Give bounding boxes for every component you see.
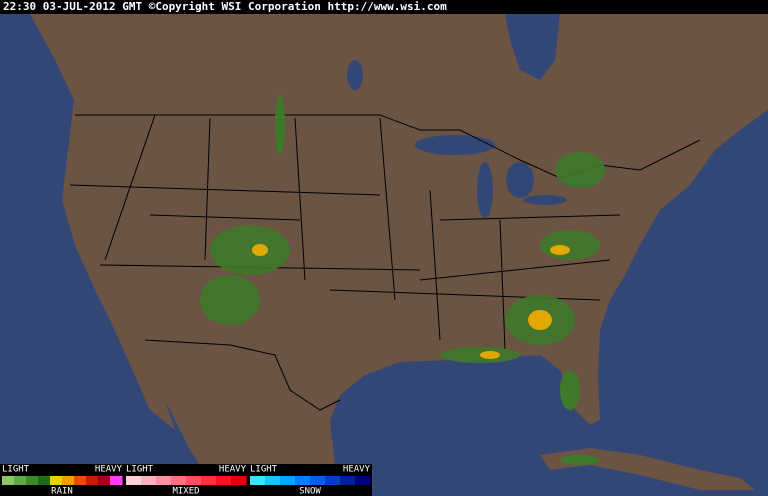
legend-light: LIGHT (250, 465, 278, 475)
legend-swatch (38, 476, 51, 485)
echo (275, 95, 285, 155)
state-line (149, 214, 301, 221)
echo-heavy (480, 351, 500, 359)
echo-heavy (550, 245, 570, 255)
echo (560, 370, 580, 410)
legend-swatch (74, 476, 87, 485)
land (30, 14, 768, 496)
echo (555, 152, 605, 188)
legend-light: LIGHT (126, 465, 154, 475)
legend-swatch (310, 476, 326, 485)
legend-swatch (201, 476, 217, 485)
legend-swatch (156, 476, 172, 485)
legend-light: LIGHT (2, 465, 30, 475)
header-text: 22:30 03-JUL-2012 GMT ©Copyright WSI Cor… (3, 0, 447, 13)
legend-name: RAIN (51, 487, 73, 496)
legend-swatch (340, 476, 356, 485)
echo-heavy (528, 310, 552, 330)
legend-swatch (86, 476, 99, 485)
echo (200, 275, 260, 325)
state-line (439, 214, 621, 221)
legend-swatch (98, 476, 111, 485)
state-line (104, 114, 156, 261)
legend-swatch (265, 476, 281, 485)
legend-swatch (355, 476, 371, 485)
lake-michigan (477, 162, 493, 218)
hudson-bay (505, 14, 560, 80)
legend-heavy: HEAVY (219, 465, 247, 475)
legend-swatch (62, 476, 75, 485)
legend-swatch (26, 476, 39, 485)
legend-swatch (250, 476, 266, 485)
legend-swatch (231, 476, 247, 485)
state-line (69, 184, 381, 196)
legend-swatch (280, 476, 296, 485)
legend-swatch (2, 476, 15, 485)
radar-echoes (200, 95, 605, 465)
state-line (419, 259, 611, 281)
lake-erie (523, 195, 567, 205)
state-line (429, 189, 441, 341)
legend-swatch (325, 476, 341, 485)
legend-name: SNOW (299, 487, 321, 496)
borders (69, 114, 701, 411)
header-bar (0, 0, 768, 14)
echo (210, 225, 290, 275)
legend-swatch (126, 476, 142, 485)
legend-swatch (50, 476, 63, 485)
great-lakes (347, 60, 594, 218)
state-line (294, 117, 306, 281)
lake-huron (506, 162, 534, 198)
echo (560, 455, 600, 465)
legend-name: MIXED (172, 487, 199, 496)
legend-swatch (216, 476, 232, 485)
legend-swatch (171, 476, 187, 485)
lake-winnipeg (347, 60, 363, 90)
canada-border (75, 114, 701, 179)
legend-swatch (110, 476, 123, 485)
state-line (499, 219, 506, 351)
legend-heavy: HEAVY (95, 465, 123, 475)
legend-swatch (186, 476, 202, 485)
legend-swatch (141, 476, 157, 485)
legend-swatch (14, 476, 27, 485)
echo-heavy (252, 244, 268, 256)
legend-swatch (295, 476, 311, 485)
echo (540, 230, 600, 260)
legend-heavy: HEAVY (343, 465, 371, 475)
lake-superior (415, 135, 495, 155)
mexico-border (144, 339, 341, 411)
